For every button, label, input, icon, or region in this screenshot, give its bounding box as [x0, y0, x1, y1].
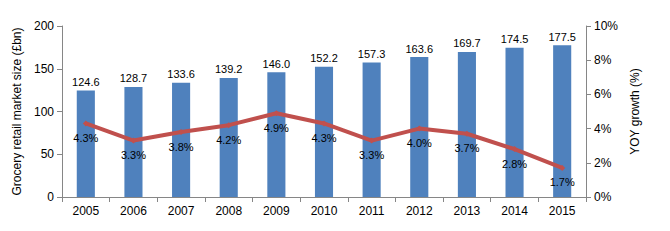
svg-text:2009: 2009	[263, 204, 290, 218]
svg-text:128.7: 128.7	[120, 72, 148, 84]
svg-text:133.6: 133.6	[167, 68, 195, 80]
svg-text:2012: 2012	[406, 204, 433, 218]
svg-text:169.7: 169.7	[453, 37, 481, 49]
svg-text:150: 150	[34, 62, 54, 76]
svg-text:146.0: 146.0	[263, 58, 291, 70]
svg-text:2013: 2013	[454, 204, 481, 218]
svg-text:4.3%: 4.3%	[73, 132, 98, 144]
svg-text:8%: 8%	[594, 53, 612, 67]
svg-text:2011: 2011	[359, 204, 385, 218]
svg-text:3.3%: 3.3%	[121, 149, 146, 161]
svg-text:3.3%: 3.3%	[359, 149, 384, 161]
svg-text:YOY growth (%): YOY growth (%)	[628, 68, 642, 154]
svg-text:4.3%: 4.3%	[311, 132, 336, 144]
svg-text:0: 0	[47, 190, 54, 204]
svg-text:163.6: 163.6	[406, 43, 434, 55]
svg-text:152.2: 152.2	[310, 52, 338, 64]
svg-text:2006: 2006	[120, 204, 147, 218]
svg-text:6%: 6%	[594, 87, 612, 101]
svg-text:2014: 2014	[501, 204, 528, 218]
svg-text:177.5: 177.5	[548, 31, 576, 43]
svg-text:10%: 10%	[594, 19, 618, 33]
svg-text:157.3: 157.3	[358, 48, 386, 60]
svg-text:174.5: 174.5	[501, 33, 529, 45]
svg-text:139.2: 139.2	[215, 63, 243, 75]
svg-text:2008: 2008	[215, 204, 242, 218]
svg-text:100: 100	[34, 105, 54, 119]
svg-text:Grocery retail market size (£b: Grocery retail market size (£bn)	[10, 27, 24, 195]
svg-text:124.6: 124.6	[72, 76, 100, 88]
svg-text:2015: 2015	[549, 204, 576, 218]
svg-text:50: 50	[41, 147, 55, 161]
svg-text:4.0%: 4.0%	[407, 137, 432, 149]
svg-text:2005: 2005	[72, 204, 99, 218]
svg-text:200: 200	[34, 19, 54, 33]
svg-text:0%: 0%	[594, 190, 612, 204]
svg-text:2.8%: 2.8%	[502, 158, 527, 170]
svg-text:4%: 4%	[594, 122, 612, 136]
svg-text:3.7%: 3.7%	[454, 142, 479, 154]
svg-text:2%: 2%	[594, 156, 612, 170]
svg-text:1.7%: 1.7%	[550, 176, 575, 188]
svg-text:4.2%: 4.2%	[216, 134, 241, 146]
svg-text:2010: 2010	[311, 204, 338, 218]
svg-text:3.8%: 3.8%	[169, 141, 194, 153]
svg-text:2007: 2007	[168, 204, 195, 218]
svg-text:4.9%: 4.9%	[264, 122, 289, 134]
